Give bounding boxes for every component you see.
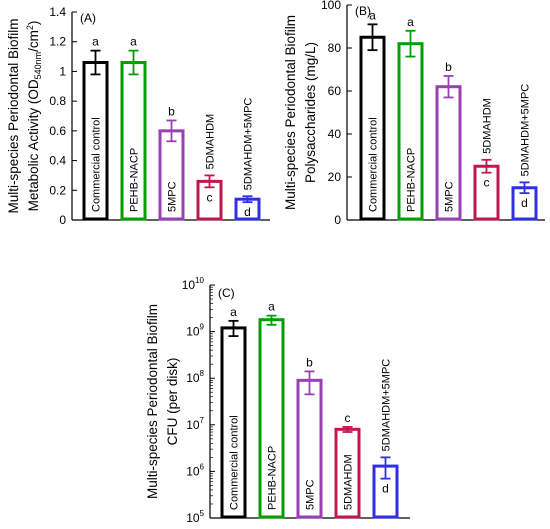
y-tick-label: 40 [328,127,342,141]
y-tick-label: 0.4 [49,154,66,168]
y-tick-label: 0.8 [49,94,66,108]
y-axis-title-line1: Multi-species Periodontal Biofilm [6,18,21,213]
significance-letter: c [207,190,213,204]
category-label: 5DMAHDM [482,98,494,154]
category-label: 5DMAHDM [205,114,217,170]
panel-a: 0 0.2 0.4 0.6 0.8 1 1.2 1.4 (A) Multi-species Per… [6,5,270,227]
category-label: 5MPC [305,479,317,510]
significance-letter: b [445,60,452,74]
category-label: 5DMAHDM+5MPC [243,98,255,191]
y-tick-label: 1.4 [49,5,66,19]
y-axis-title-line1: Multi-species Periodontal Biofilm [145,304,160,499]
category-label: 5MPC [444,181,456,212]
y-axis-title-line1: Multi-species Periodontal Biofilm [283,15,298,210]
y-tick-label: 100 [321,0,341,12]
y-tick-label: 0.2 [49,183,66,197]
category-label: Commercial control [229,415,241,510]
significance-letter: c [484,176,490,190]
y-tick-label: 105 [186,509,204,525]
y-tick-label: 1.2 [49,35,66,49]
significance-letter: b [168,104,175,118]
category-label: Commercial control [368,117,380,212]
significance-letter: a [268,300,275,314]
significance-letter: d [382,482,389,496]
category-label: 5DMAHDM+5MPC [520,84,532,177]
y-tick-label: 107 [186,416,204,432]
significance-letter: d [521,196,528,210]
category-label: Commercial control [91,117,103,212]
significance-letter: d [244,205,251,219]
category-label: PEHB-NACP [267,446,279,510]
category-label: PEHB-NACP [406,148,418,212]
y-tick-label: 0 [59,213,66,227]
panel-label: (C) [218,286,235,300]
significance-letter: a [130,35,137,49]
y-tick-label: 80 [328,41,342,55]
category-label: PEHB-NACP [129,148,141,212]
y-tick-label: 20 [328,170,342,184]
y-tick-label: 1010 [182,276,205,292]
y-tick-label: 108 [186,369,204,385]
panel-label: (B) [355,4,371,18]
y-axis-title-line2: CFU (per disk) [165,358,180,446]
y-tick-label: 60 [328,84,342,98]
y-tick-label: 0 [334,213,341,227]
category-label: 5DMAHDM [343,454,355,510]
panel-label: (A) [80,11,96,25]
y-axis-title-line2: Metabolic Activity (OD540nm/cm2) [25,21,43,212]
y-tick-label: 0.6 [49,124,66,138]
panel-b: 0 20 40 60 80 100 (B) Multi-species Periodontal… [283,0,545,227]
significance-letter: a [92,35,99,49]
significance-letter: a [369,8,376,22]
y-tick-label: 1 [59,64,66,78]
significance-letter: c [345,411,351,425]
significance-letter: a [230,305,237,319]
category-label: 5MPC [167,181,179,212]
panel-c: 105 106 107 108 109 1010 (C) Multi-species Peri… [145,276,410,525]
significance-letter: b [306,355,313,369]
y-tick-label: 109 [186,323,204,339]
significance-letter: a [407,15,414,29]
y-axis-title-line2: Polysaccharides (mg/L) [303,42,318,183]
bar [473,164,500,221]
category-label: 5DMAHDM+5MPC [381,359,393,452]
y-tick-label: 106 [186,462,204,478]
